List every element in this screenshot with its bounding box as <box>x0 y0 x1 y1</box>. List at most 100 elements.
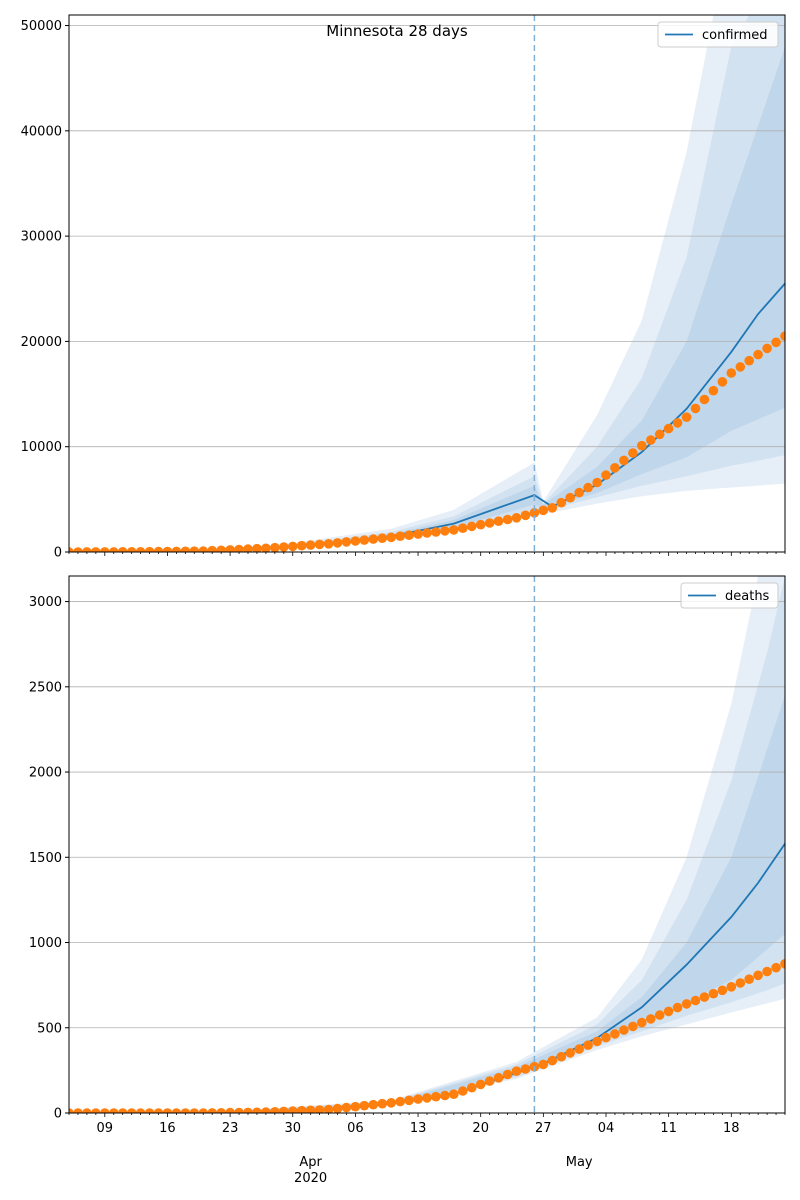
observed-point <box>368 534 379 544</box>
y-tick-label: 10000 <box>21 440 62 455</box>
observed-point <box>153 546 164 552</box>
y-tick-label: 20000 <box>21 335 62 350</box>
observed-point <box>216 545 226 552</box>
y-tick-label: 0 <box>54 1107 62 1122</box>
observed-point <box>404 1095 414 1106</box>
observed-point <box>91 1108 101 1113</box>
observed-point <box>368 1099 379 1110</box>
x-month-label: Apr <box>299 1155 322 1170</box>
observed-point <box>261 543 271 552</box>
observed-point <box>681 412 692 423</box>
observed-point <box>198 1108 209 1113</box>
x-tick-label: 04 <box>598 1121 615 1136</box>
observed-point <box>82 1108 92 1113</box>
observed-point <box>762 343 772 354</box>
observed-point <box>493 1073 504 1083</box>
observed-point <box>484 518 495 528</box>
observed-point <box>762 966 772 977</box>
observed-point <box>690 995 701 1006</box>
observed-point <box>252 1107 262 1113</box>
observed-point <box>520 1064 531 1074</box>
observed-point <box>467 521 477 532</box>
y-tick-label: 1000 <box>29 936 62 951</box>
x-tick-label: 06 <box>347 1121 364 1136</box>
observed-point <box>279 1106 289 1113</box>
observed-point <box>109 1108 119 1113</box>
observed-point <box>91 547 101 552</box>
observed-point <box>502 1069 513 1080</box>
observed-point <box>628 448 638 458</box>
observed-point <box>162 1108 173 1113</box>
observed-point <box>180 1108 191 1113</box>
y-tick-label: 2000 <box>29 766 62 781</box>
observed-point <box>135 1108 146 1113</box>
observed-point <box>753 349 763 360</box>
observed-point <box>690 403 701 414</box>
observed-point <box>100 547 110 552</box>
plot-area <box>69 15 785 552</box>
observed-point <box>449 1089 459 1099</box>
y-tick-label: 0 <box>54 546 62 561</box>
observed-point <box>440 526 450 536</box>
observed-point <box>305 540 316 550</box>
x-year-label: 2020 <box>294 1171 327 1186</box>
observed-point <box>225 545 235 552</box>
observed-point <box>69 1108 74 1113</box>
observed-point <box>440 1090 450 1101</box>
confirmed-panel: 0 10000 20000 30000 40000 50000 confirmed <box>21 14 786 561</box>
observed-point <box>350 536 361 546</box>
observed-point <box>556 497 567 508</box>
observed-point <box>225 1107 235 1113</box>
observed-point <box>386 532 397 543</box>
y-tick-label: 2500 <box>29 680 62 695</box>
observed-point <box>735 978 746 988</box>
observed-point <box>547 1055 558 1066</box>
observed-point <box>672 418 683 428</box>
x-tick-label: 30 <box>285 1121 302 1136</box>
date-axis-labels: 09 16 23 30 06 13 20 27 04 11 18 Apr May 2020 <box>97 1121 740 1186</box>
observed-point <box>270 1107 280 1113</box>
observed-point <box>565 1048 575 1058</box>
observed-point <box>458 523 468 533</box>
legend: deaths <box>680 582 779 609</box>
observed-point <box>663 423 674 434</box>
observed-point <box>279 542 289 552</box>
observed-point <box>341 537 352 547</box>
observed-point <box>296 540 307 551</box>
y-tick-label: 1500 <box>29 851 62 866</box>
observed-point <box>681 999 692 1009</box>
observed-point <box>243 1107 253 1113</box>
observed-point <box>350 1101 361 1112</box>
observed-point <box>305 1105 316 1113</box>
observed-point <box>422 528 432 538</box>
observed-point <box>646 1014 656 1024</box>
observed-point <box>296 1105 307 1113</box>
observed-point <box>637 440 647 451</box>
observed-point <box>780 331 785 341</box>
observed-point <box>529 508 540 518</box>
legend-label: confirmed <box>702 28 768 43</box>
observed-point <box>180 546 191 552</box>
x-tick-label: 23 <box>222 1121 239 1136</box>
observed-point <box>511 1066 522 1076</box>
x-tick-label: 11 <box>660 1121 677 1136</box>
observed-point <box>207 1108 217 1113</box>
observed-point <box>288 541 298 552</box>
observed-point <box>431 527 441 537</box>
observed-point <box>413 1094 423 1104</box>
observed-point <box>82 547 92 552</box>
observed-point <box>637 1017 647 1028</box>
observed-point <box>771 962 781 973</box>
observed-point <box>538 1059 549 1070</box>
x-tick-label: 13 <box>410 1121 427 1136</box>
observed-point <box>234 544 244 552</box>
observed-point <box>699 394 710 405</box>
observed-point <box>100 1108 110 1113</box>
observed-point <box>135 547 146 552</box>
x-tick-label: 27 <box>535 1121 552 1136</box>
observed-point <box>726 368 737 378</box>
legend: confirmed <box>657 21 779 48</box>
observed-point <box>592 477 602 488</box>
observed-point <box>314 539 325 550</box>
